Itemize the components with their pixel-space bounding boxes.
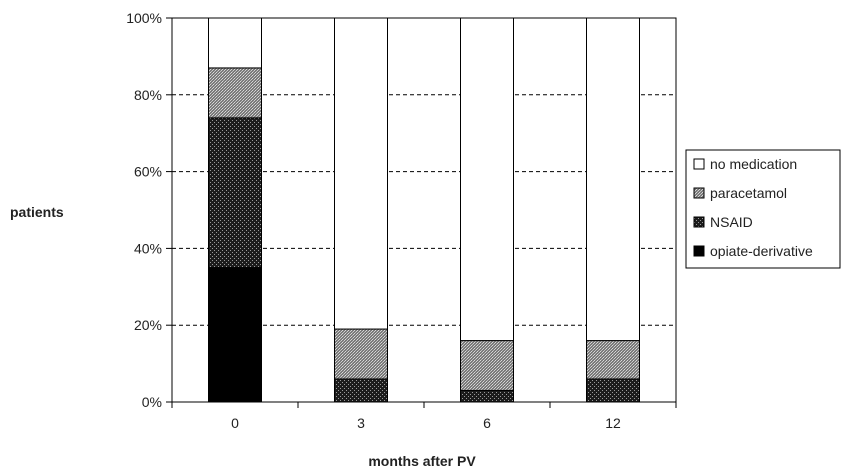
bar-segment-NSAID (586, 378, 640, 403)
legend-label: paracetamol (710, 185, 787, 201)
legend-label: NSAID (710, 214, 753, 230)
x-tick-label: 6 (483, 415, 491, 431)
bar-segment-paracetamol (208, 67, 262, 119)
legend-swatch (693, 216, 705, 228)
bar-segment-paracetamol (460, 340, 514, 391)
y-tick-label: 60% (134, 164, 162, 180)
y-axis-title: patients (10, 204, 64, 220)
y-tick-label: 0% (142, 394, 162, 410)
y-tick-label: 80% (134, 87, 162, 103)
y-tick-label: 100% (126, 10, 162, 26)
bar-segment-paracetamol (334, 328, 388, 380)
bar-segment-no-medication (334, 17, 388, 330)
bar-segment-opiate-derivative (208, 267, 262, 403)
bar-segment-NSAID (334, 378, 388, 403)
bar-segment-paracetamol (586, 340, 640, 380)
legend-box (685, 149, 841, 269)
legend-label: opiate-derivative (710, 243, 813, 259)
legend-label: no medication (710, 156, 797, 172)
x-tick-label: 0 (231, 415, 239, 431)
x-tick-label: 3 (357, 415, 365, 431)
bar-segment-NSAID (208, 117, 262, 269)
bar-segment-no-medication (208, 17, 262, 69)
legend-swatch (693, 158, 705, 170)
y-tick-label: 40% (134, 240, 162, 256)
y-tick-label: 20% (134, 317, 162, 333)
x-tick-label: 12 (605, 415, 621, 431)
x-axis-title: months after PV (368, 453, 476, 469)
bar-segment-no-medication (460, 17, 514, 342)
bar-segment-NSAID (460, 389, 514, 403)
legend-swatch (693, 187, 705, 199)
bar-segment-no-medication (586, 17, 640, 342)
legend-swatch (693, 245, 705, 257)
